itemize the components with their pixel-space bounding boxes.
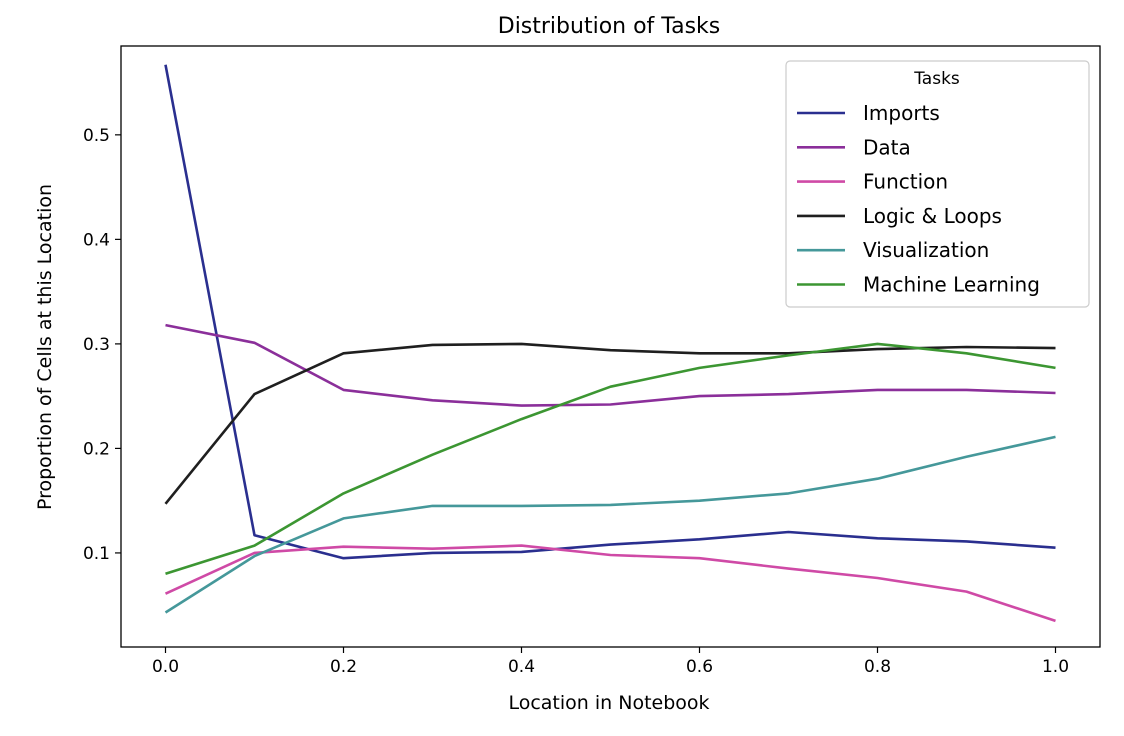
plot-area: 0.0 0.2 0.4 0.6 0.8 1.0 0.1 0.2 0.3 0.4 0.5 bbox=[83, 64, 1069, 677]
legend-label: Logic & Loops bbox=[863, 204, 1002, 228]
y-tick-label: 0.2 bbox=[83, 439, 110, 459]
series-line-1 bbox=[165, 323, 1056, 407]
legend-box bbox=[785, 60, 1090, 308]
y-tick-label: 0.4 bbox=[83, 230, 110, 250]
y-tick-label: 0.3 bbox=[83, 335, 110, 355]
legend-label: Visualization bbox=[863, 238, 989, 262]
series-line-3 bbox=[164, 342, 1056, 505]
series-line-4 bbox=[164, 435, 1056, 614]
y-tick-label: 0.1 bbox=[83, 544, 110, 564]
chart-title: Distribution of Tasks bbox=[498, 14, 720, 39]
y-tick-label: 0.5 bbox=[83, 126, 110, 146]
legend-label: Imports bbox=[863, 101, 940, 125]
x-tick-label: 0.8 bbox=[864, 657, 891, 677]
plot-frame bbox=[120, 45, 1101, 648]
series-line-2 bbox=[164, 544, 1056, 623]
legend: Tasks Imports Data Function Logic & Loops Vis… bbox=[785, 60, 1090, 308]
series-line-5 bbox=[165, 342, 1056, 576]
legend-label: Data bbox=[863, 135, 911, 159]
x-axis-label: Location in Notebook bbox=[508, 692, 709, 714]
legend-title: Tasks bbox=[913, 69, 960, 89]
x-tick-label: 0.6 bbox=[686, 657, 713, 677]
x-tick-label: 0.0 bbox=[152, 657, 179, 677]
series-line-0 bbox=[164, 64, 1056, 560]
legend-label: Machine Learning bbox=[863, 273, 1040, 297]
y-axis-label: Proportion of Cells at this Location bbox=[34, 184, 56, 510]
x-tick-label: 1.0 bbox=[1042, 657, 1069, 677]
x-tick-label: 0.2 bbox=[330, 657, 357, 677]
x-tick-label: 0.4 bbox=[508, 657, 535, 677]
legend-label: Function bbox=[863, 170, 948, 194]
